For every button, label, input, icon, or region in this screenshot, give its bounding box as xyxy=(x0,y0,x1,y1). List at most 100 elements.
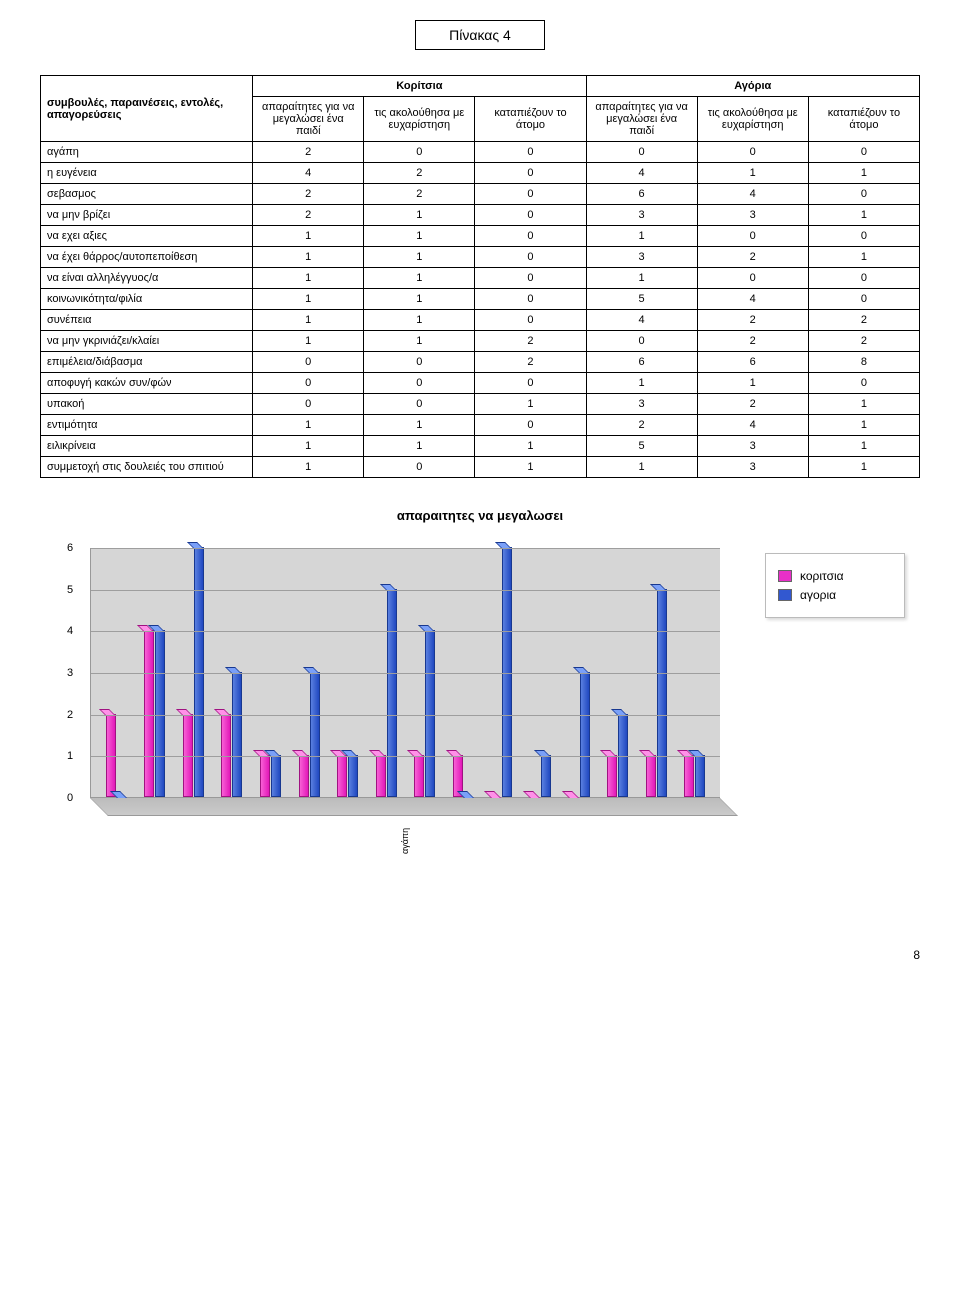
cell: 2 xyxy=(475,352,586,373)
cell: 1 xyxy=(586,373,697,394)
y-tick-label: 2 xyxy=(67,709,73,721)
chart-floor xyxy=(90,798,738,816)
cell: 0 xyxy=(697,268,808,289)
legend-girls: κοριτσια xyxy=(778,569,892,583)
row-label: κοινωνικότητα/φιλία xyxy=(41,289,253,310)
bar-girls xyxy=(260,755,270,797)
row-label: αποφυγή κακών συν/φών xyxy=(41,373,253,394)
cell: 2 xyxy=(586,415,697,436)
table-row: επιμέλεια/διάβασμα002668 xyxy=(41,352,920,373)
cell: 1 xyxy=(808,247,919,268)
cell: 8 xyxy=(808,352,919,373)
cell: 0 xyxy=(808,226,919,247)
bar-girls xyxy=(414,755,424,797)
table-row: υπακοή001321 xyxy=(41,394,920,415)
chart-legend: κοριτσια αγορια xyxy=(765,553,905,618)
corner-header: συμβουλές, παραινέσεις, εντολές, απαγορε… xyxy=(41,76,253,142)
gridline xyxy=(91,673,720,674)
cell: 1 xyxy=(364,415,475,436)
cell: 1 xyxy=(364,289,475,310)
legend-boys: αγορια xyxy=(778,588,892,602)
cell: 0 xyxy=(475,205,586,226)
cell: 6 xyxy=(586,184,697,205)
cell: 2 xyxy=(253,184,364,205)
cell: 1 xyxy=(808,457,919,478)
row-label: να είναι αλληλέγγυος/α xyxy=(41,268,253,289)
table-row: να έχει θάρρος/αυτοπεποίθεση110321 xyxy=(41,247,920,268)
bar-chart: 0123456 αγάπηη ευγένειασεβασμοςνα μην βρ… xyxy=(55,548,905,898)
cell: 1 xyxy=(808,163,919,184)
chart-plot xyxy=(90,548,720,798)
bar-girls xyxy=(337,755,347,797)
bar-girls xyxy=(646,755,656,797)
sub-header: τις ακολούθησα με ευχαρίστηση xyxy=(364,97,475,142)
bar-girls xyxy=(221,714,231,797)
cell: 0 xyxy=(475,163,586,184)
cell: 6 xyxy=(586,352,697,373)
cell: 0 xyxy=(475,184,586,205)
cell: 1 xyxy=(364,205,475,226)
row-label: σεβασμος xyxy=(41,184,253,205)
cell: 3 xyxy=(697,457,808,478)
table-row: να είναι αλληλέγγυος/α110100 xyxy=(41,268,920,289)
bar-boys xyxy=(194,547,204,797)
chart-xlabels: αγάπηη ευγένειασεβασμοςνα μην βρίζεινα ε… xyxy=(90,828,720,918)
bar-boys xyxy=(618,714,628,797)
cell: 4 xyxy=(586,163,697,184)
y-tick-label: 3 xyxy=(67,667,73,679)
cell: 5 xyxy=(586,436,697,457)
bar-girls xyxy=(299,755,309,797)
x-tick-label: η ευγένεια xyxy=(714,828,960,918)
cell: 2 xyxy=(475,331,586,352)
cell: 1 xyxy=(253,289,364,310)
row-label: ειλικρίνεια xyxy=(41,436,253,457)
cell: 1 xyxy=(364,226,475,247)
cell: 2 xyxy=(364,163,475,184)
cell: 5 xyxy=(586,289,697,310)
cell: 0 xyxy=(364,352,475,373)
row-label: εντιμότητα xyxy=(41,415,253,436)
row-label: συνέπεια xyxy=(41,310,253,331)
sub-header: καταπιέζουν το άτομο xyxy=(475,97,586,142)
cell: 0 xyxy=(808,373,919,394)
cell: 0 xyxy=(586,142,697,163)
cell: 3 xyxy=(586,247,697,268)
cell: 0 xyxy=(475,310,586,331)
cell: 2 xyxy=(697,247,808,268)
cell: 0 xyxy=(475,415,586,436)
cell: 0 xyxy=(475,247,586,268)
table-row: ειλικρίνεια111531 xyxy=(41,436,920,457)
y-tick-label: 5 xyxy=(67,584,73,596)
cell: 0 xyxy=(808,289,919,310)
cell: 2 xyxy=(697,394,808,415)
row-label: η ευγένεια xyxy=(41,163,253,184)
cell: 0 xyxy=(475,142,586,163)
gridline xyxy=(91,590,720,591)
bar-boys xyxy=(271,755,281,797)
cell: 2 xyxy=(253,142,364,163)
sub-header: απαραίτητες για να μεγαλώσει ένα παιδί xyxy=(586,97,697,142)
group-header-girls: Κορίτσια xyxy=(253,76,586,97)
x-tick-label: αγάπη xyxy=(96,828,714,918)
cell: 3 xyxy=(697,205,808,226)
bar-boys xyxy=(387,589,397,797)
legend-label-girls: κοριτσια xyxy=(800,569,844,583)
cell: 0 xyxy=(475,373,586,394)
cell: 1 xyxy=(364,247,475,268)
table-row: να εχει αξιες110100 xyxy=(41,226,920,247)
cell: 0 xyxy=(697,142,808,163)
row-label: να μην βρίζει xyxy=(41,205,253,226)
cell: 1 xyxy=(253,247,364,268)
table-title: Πίνακας 4 xyxy=(415,20,545,50)
cell: 2 xyxy=(253,205,364,226)
table-row: αγάπη200000 xyxy=(41,142,920,163)
cell: 1 xyxy=(808,205,919,226)
y-tick-label: 0 xyxy=(67,792,73,804)
cell: 1 xyxy=(364,331,475,352)
cell: 1 xyxy=(808,436,919,457)
row-label: να μην γκρινιάζει/κλαίει xyxy=(41,331,253,352)
gridline xyxy=(91,756,720,757)
cell: 3 xyxy=(586,205,697,226)
cell: 1 xyxy=(697,373,808,394)
cell: 1 xyxy=(364,436,475,457)
